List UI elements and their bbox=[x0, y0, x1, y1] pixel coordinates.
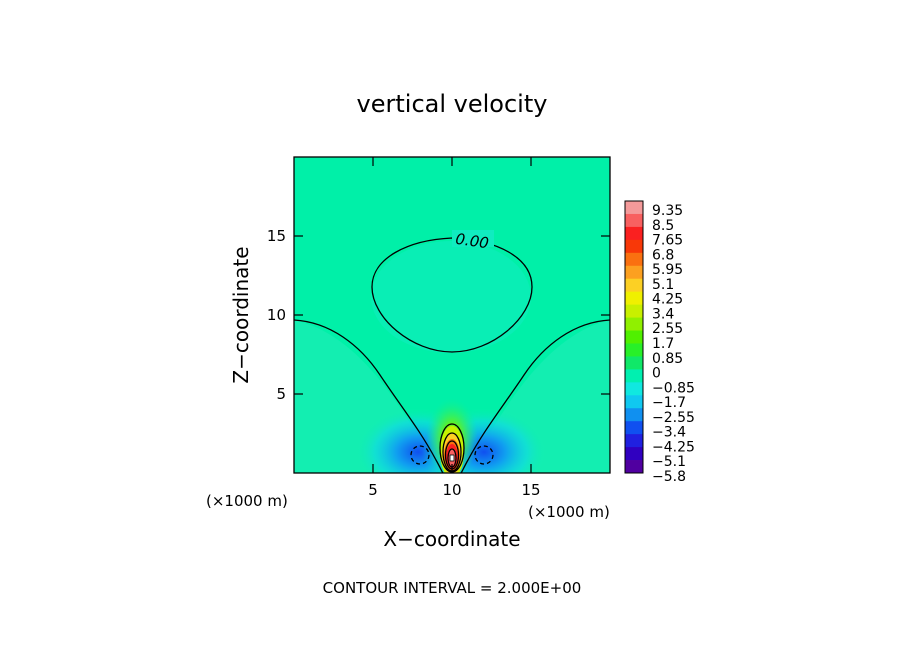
colorbar-label: 3.4 bbox=[652, 306, 674, 322]
colorbar-swatch bbox=[625, 460, 643, 474]
contour-label-bg bbox=[452, 230, 494, 247]
colorbar-swatch bbox=[625, 447, 643, 461]
colorbar-swatch bbox=[625, 317, 643, 331]
colorbar-label: −4.25 bbox=[652, 439, 695, 455]
colorbar-swatch bbox=[625, 239, 643, 254]
colorbar-swatch bbox=[625, 252, 643, 267]
colorbar-label: 1.7 bbox=[652, 336, 674, 352]
zero-contour-closed bbox=[371, 237, 533, 353]
colorbar-labels: 9.358.57.656.85.955.14.253.42.551.70.850… bbox=[652, 203, 695, 485]
axis-ticks bbox=[294, 157, 610, 473]
colorbar-label: 0.85 bbox=[652, 351, 683, 367]
colorbar-label: −5.8 bbox=[652, 469, 686, 485]
colorbar-swatch bbox=[625, 330, 643, 344]
colorbar-swatch bbox=[625, 291, 643, 306]
colorbar-swatch bbox=[625, 304, 643, 318]
contour-label: 0.00 bbox=[454, 230, 490, 252]
colorbar-label: −0.85 bbox=[652, 380, 695, 396]
colorbar-label: −5.1 bbox=[652, 454, 686, 470]
colorbar-label: −2.55 bbox=[652, 410, 695, 426]
x-unit-right: (×1000 m) bbox=[528, 503, 610, 521]
colorbar-label: 4.25 bbox=[652, 292, 683, 308]
colorbar-label: −3.4 bbox=[652, 425, 686, 441]
tick-labels: 5 10 15 5 10 15 bbox=[267, 227, 541, 499]
colorbar-label: 2.55 bbox=[652, 321, 683, 337]
colorbar-swatch bbox=[625, 265, 643, 280]
colorbar-swatch bbox=[625, 356, 643, 370]
colorbar-label: 8.5 bbox=[652, 218, 674, 234]
x-tick-label: 5 bbox=[368, 481, 378, 499]
colorbar bbox=[624, 200, 644, 474]
plot-area: 0.00 bbox=[294, 157, 610, 473]
colorbar-label: −1.7 bbox=[652, 395, 686, 411]
colorbar-swatch bbox=[625, 434, 643, 448]
chart-title: vertical velocity bbox=[357, 90, 548, 118]
colorbar-swatch bbox=[625, 395, 643, 409]
x-tick-label: 15 bbox=[521, 481, 540, 499]
zero-contour-left bbox=[294, 319, 444, 473]
colorbar-label: 5.95 bbox=[652, 262, 683, 278]
colorbar-swatch bbox=[625, 343, 643, 357]
downdraft-contour-left bbox=[410, 445, 430, 465]
colorbar-swatch bbox=[625, 213, 643, 228]
colorbar-label: 0 bbox=[652, 366, 661, 382]
y-axis-label: Z−coordinate bbox=[229, 246, 253, 383]
colorbar-swatch bbox=[625, 408, 643, 422]
colorbar-swatch bbox=[625, 421, 643, 435]
colorbar-swatch bbox=[625, 278, 643, 293]
downdraft-contour-right bbox=[474, 445, 494, 465]
y-tick-label: 5 bbox=[276, 385, 286, 403]
colorbar-label: 7.65 bbox=[652, 233, 683, 249]
zero-contour-right bbox=[460, 319, 610, 473]
upper-cell bbox=[371, 241, 531, 353]
y-tick-label: 10 bbox=[267, 306, 286, 324]
x-tick-label: 10 bbox=[442, 481, 461, 499]
colorbar-label: 6.8 bbox=[652, 247, 674, 263]
colorbar-swatch bbox=[625, 226, 643, 241]
colorbar-swatch bbox=[625, 369, 643, 383]
colorbar-swatch bbox=[625, 201, 643, 215]
x-axis-label: X−coordinate bbox=[383, 527, 520, 551]
colorbar-label: 9.35 bbox=[652, 203, 683, 219]
colorbar-swatch bbox=[625, 382, 643, 396]
colorbar-label: 5.1 bbox=[652, 277, 674, 293]
contour-interval: CONTOUR INTERVAL = 2.000E+00 bbox=[323, 579, 582, 597]
colorbar-frame bbox=[624, 200, 644, 474]
y-tick-label: 15 bbox=[267, 227, 286, 245]
x-unit-left: (×1000 m) bbox=[206, 492, 288, 510]
